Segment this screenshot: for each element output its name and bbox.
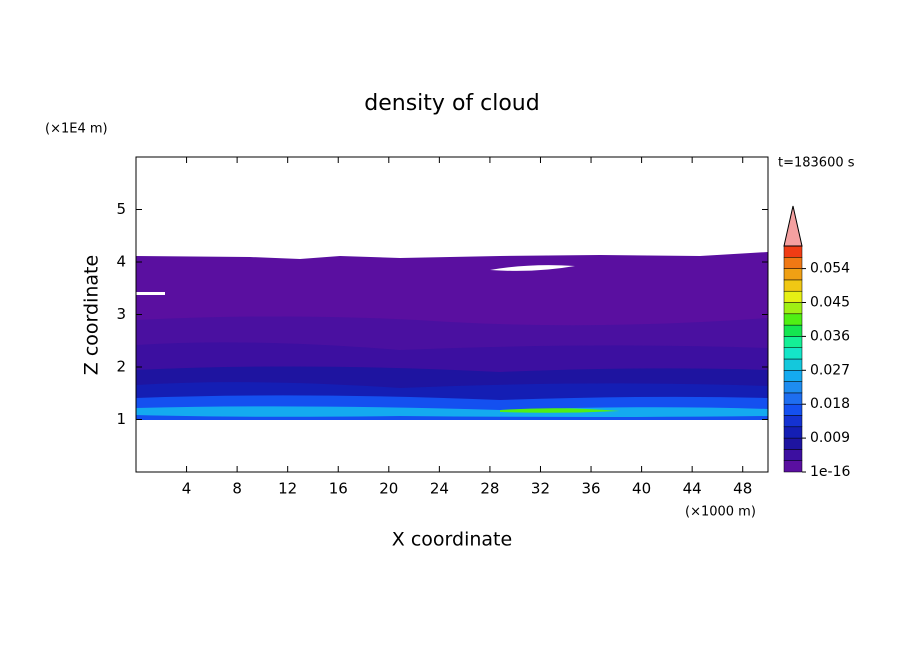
x-axis-label: X coordinate bbox=[392, 529, 512, 551]
colorbar-tick-label: 0.018 bbox=[810, 396, 850, 412]
x-tick-label: 32 bbox=[531, 480, 550, 498]
y-tick-label: 2 bbox=[116, 358, 126, 376]
chart-title: density of cloud bbox=[364, 91, 539, 116]
colorbar-band bbox=[783, 460, 803, 473]
colorbar-band bbox=[783, 347, 803, 360]
x-tick-label: 20 bbox=[379, 480, 398, 498]
y-tick-label: 1 bbox=[116, 410, 126, 428]
y-tick-label: 5 bbox=[116, 200, 126, 218]
x-tick-label: 24 bbox=[430, 480, 449, 498]
colorbar-band bbox=[783, 302, 803, 315]
y-unit: (×1E4 m) bbox=[45, 122, 108, 137]
x-unit: (×1000 m) bbox=[685, 505, 756, 520]
x-tick-label: 8 bbox=[232, 480, 242, 498]
colorbar-band bbox=[783, 381, 803, 394]
contour-field bbox=[136, 241, 768, 420]
x-tick-label: 16 bbox=[329, 480, 348, 498]
x-tick-label: 40 bbox=[632, 480, 651, 498]
y-axis-label: Z coordinate bbox=[81, 255, 103, 375]
colorbar-band bbox=[783, 426, 803, 439]
colorbar-band bbox=[783, 358, 803, 371]
colorbar-band bbox=[783, 437, 803, 450]
colorbar-tick-label: 0.054 bbox=[810, 261, 850, 277]
colorbar-band bbox=[783, 290, 803, 303]
colorbar-band bbox=[783, 449, 803, 461]
x-tick-label: 44 bbox=[683, 480, 702, 498]
annotation: t=183600 s bbox=[778, 156, 855, 171]
x-tick-label: 28 bbox=[480, 480, 499, 498]
colorbar-band bbox=[783, 370, 803, 382]
y-tick-label: 3 bbox=[116, 305, 126, 323]
x-tick-label: 48 bbox=[733, 480, 752, 498]
colorbar-extend bbox=[783, 205, 803, 247]
colorbar-band bbox=[783, 403, 803, 416]
field-region bbox=[136, 241, 710, 295]
colorbar-band bbox=[783, 324, 803, 337]
colorbar-band bbox=[783, 415, 803, 428]
x-tick-label: 4 bbox=[182, 480, 192, 498]
colorbar-band bbox=[783, 245, 803, 258]
y-tick-label: 4 bbox=[116, 253, 126, 271]
field-region bbox=[500, 408, 620, 413]
x-tick-label: 36 bbox=[581, 480, 600, 498]
colorbar-band bbox=[783, 279, 803, 292]
colorbar-band bbox=[783, 268, 803, 281]
colorbar-band bbox=[783, 257, 803, 269]
colorbar-tick-label: 0.045 bbox=[810, 295, 850, 311]
x-tick-label: 12 bbox=[278, 480, 297, 498]
colorbar-band bbox=[783, 313, 803, 326]
field-region bbox=[136, 406, 768, 417]
colorbar-band bbox=[783, 392, 803, 405]
colorbar-tick-label: 1e-16 bbox=[810, 464, 850, 480]
colorbar-band bbox=[783, 336, 803, 348]
colorbar-tick-label: 0.009 bbox=[810, 430, 850, 446]
colorbar-tick-label: 0.027 bbox=[810, 362, 850, 378]
colorbar-tick-label: 0.036 bbox=[810, 328, 850, 344]
